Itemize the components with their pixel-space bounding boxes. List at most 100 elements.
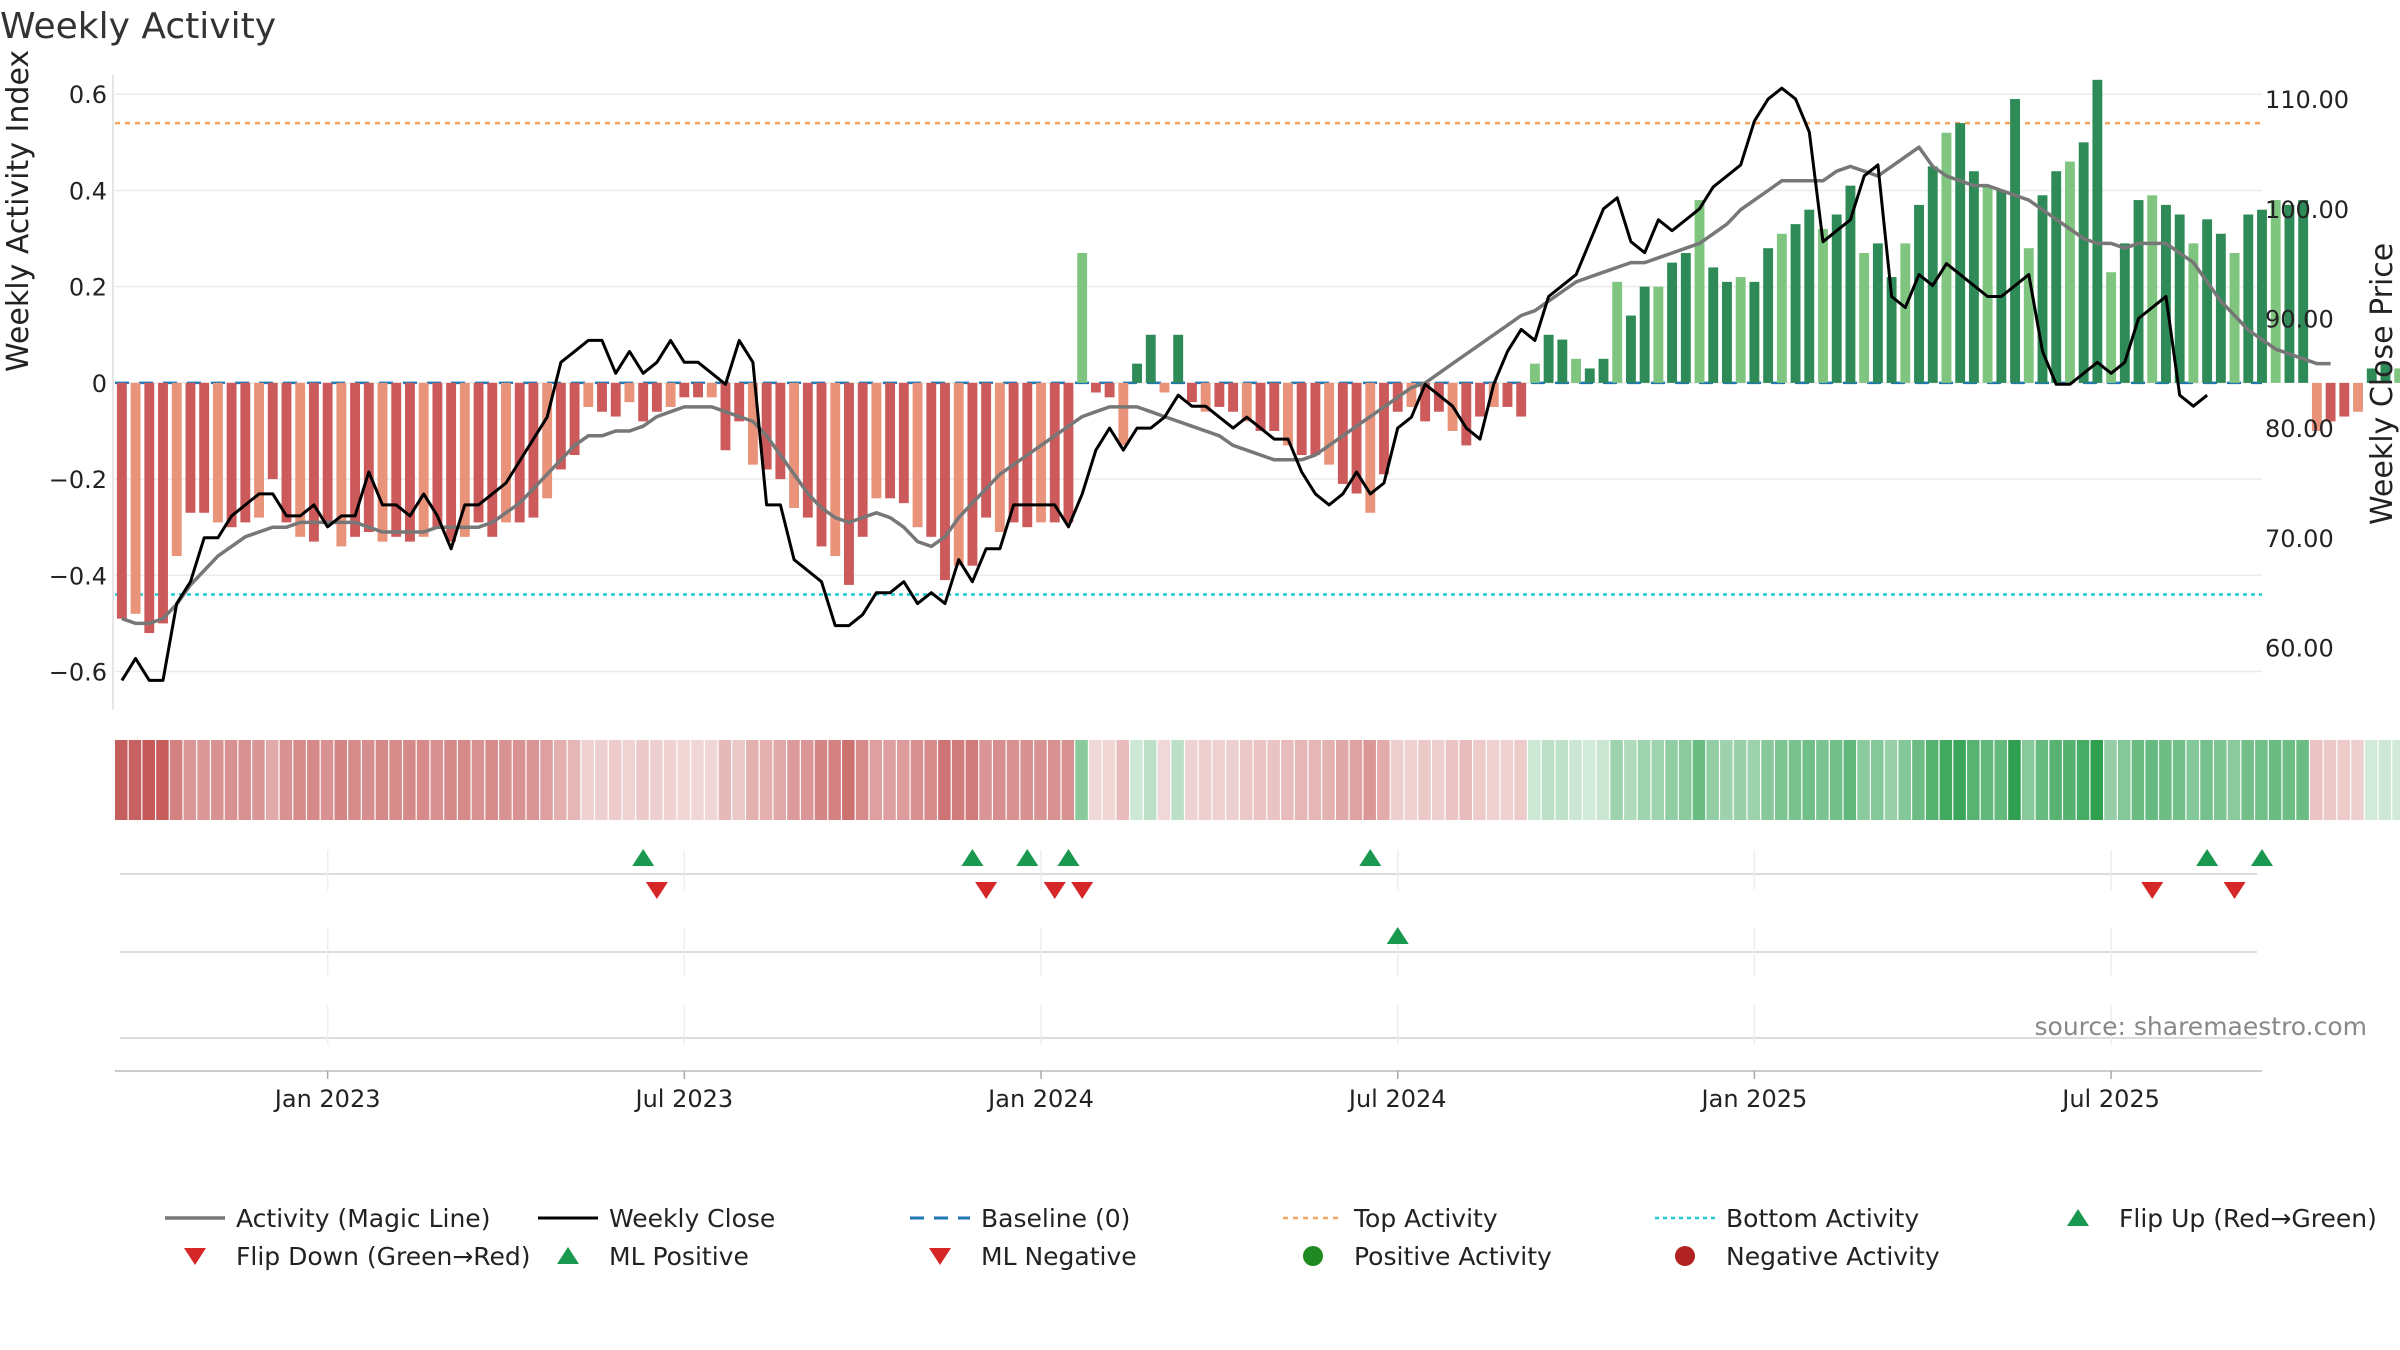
heat-cell [348,740,361,820]
activity-bar [816,382,827,547]
heat-cell [1459,740,1472,820]
heat-cell [951,740,965,820]
activity-bar [1790,224,1801,383]
heat-cell [732,740,745,820]
heat-cell [1610,740,1623,820]
activity-bar [967,382,978,566]
activity-bar [542,382,553,499]
activity-bar [212,382,223,523]
activity-bar [185,382,196,513]
legend-label: Flip Up (Red→Green) [2119,1204,2377,1233]
heat-cell [883,740,896,820]
heat-cell [1486,740,1500,820]
activity-bar [1379,382,1389,475]
activity-bar [116,382,127,619]
heat-cell [554,740,567,820]
y2-tick-label: 80.00 [2265,415,2334,443]
heat-cell [2351,740,2364,820]
activity-bar [1488,382,1499,407]
activity-bar [308,382,319,542]
activity-bar [1310,382,1321,456]
heat-cell [1857,740,1870,820]
heat-cell [471,740,485,820]
activity-bar [487,382,498,537]
activity-bar [706,382,717,398]
heat-cell [1555,740,1568,820]
heat-cell [828,740,841,820]
heat-cell [1624,740,1637,820]
activity-bar [926,382,937,537]
heat-cell [1500,740,1514,820]
heat-cell [1075,740,1088,820]
activity-bar [1296,382,1307,456]
heat-cell [265,740,279,820]
activity-bar [624,382,635,403]
activity-bar [953,382,964,566]
heat-cell [2255,740,2268,820]
heat-cell [1281,740,1294,820]
x-tick-label: Jan 2023 [273,1085,381,1113]
activity-bar [1529,363,1540,383]
heat-cell [869,740,883,820]
heat-cell [320,740,334,820]
flip-down-marker [1071,882,1094,899]
activity-bar [1324,382,1335,465]
heat-cell [2049,740,2062,820]
heat-cell [1445,740,1459,820]
activity-bar [1228,382,1239,412]
heat-cell [1130,740,1143,820]
heat-cell [444,740,457,820]
legend-label: Activity (Magic Line) [236,1204,490,1233]
activity-bars [116,79,2400,634]
x-tick-label: Jul 2025 [2060,1085,2160,1113]
activity-bar [1283,382,1293,446]
activity-bar [898,382,909,504]
grid-lines [115,93,2262,673]
heat-cell [1816,740,1829,820]
activity-bar [789,382,800,508]
heat-cell [1253,740,1267,820]
legend-label: ML Negative [981,1242,1137,1271]
activity-bar [1763,248,1774,383]
x-axis: Jan 2023 Jul 2023 Jan 2024 Jul 2024 Jan 2025… [115,1070,2262,1113]
heat-cell [128,740,142,820]
activity-bar [734,382,745,422]
activity-bar [350,382,361,537]
source-label: source: sharemaestro.com [2035,1012,2368,1041]
heat-cell [787,740,800,820]
heat-cell [389,740,402,820]
heat-cell [2378,740,2392,820]
heat-cell [2145,740,2158,820]
activity-bar [2147,195,2158,383]
flip-down-marker [2141,882,2164,899]
activity-bar [405,382,415,542]
heat-cell [1843,740,1857,820]
activity-bar [1639,286,1650,383]
heat-cell [2186,740,2200,820]
x-tick-label: Jul 2024 [1347,1085,1447,1113]
heat-cell [1733,740,1747,820]
heat-cell [334,740,348,820]
legend: Activity (Magic Line) Weekly Close Baselin… [165,1204,2377,1271]
heat-cell [2268,740,2282,820]
heat-cell [608,740,622,820]
activity-bar [2188,243,2199,383]
heat-cell [1665,740,1678,820]
activity-bar [1406,382,1417,407]
heat-cell [2241,740,2254,820]
heat-cell [1047,740,1061,820]
activity-bar [1214,382,1225,407]
heat-cell [2392,740,2400,820]
activity-bar [1461,382,1472,446]
activity-bar [1584,368,1595,383]
activity-bar [363,382,374,533]
activity-bar [2202,219,2213,383]
activity-bar [1694,200,1705,383]
y-tick-label: −0.4 [49,562,107,590]
activity-bar [1735,277,1746,383]
activity-bar [158,382,168,624]
legend-label: Baseline (0) [981,1204,1130,1233]
heat-cell [1432,740,1445,820]
activity-bar [1941,132,1952,383]
heat-cell [595,740,608,820]
